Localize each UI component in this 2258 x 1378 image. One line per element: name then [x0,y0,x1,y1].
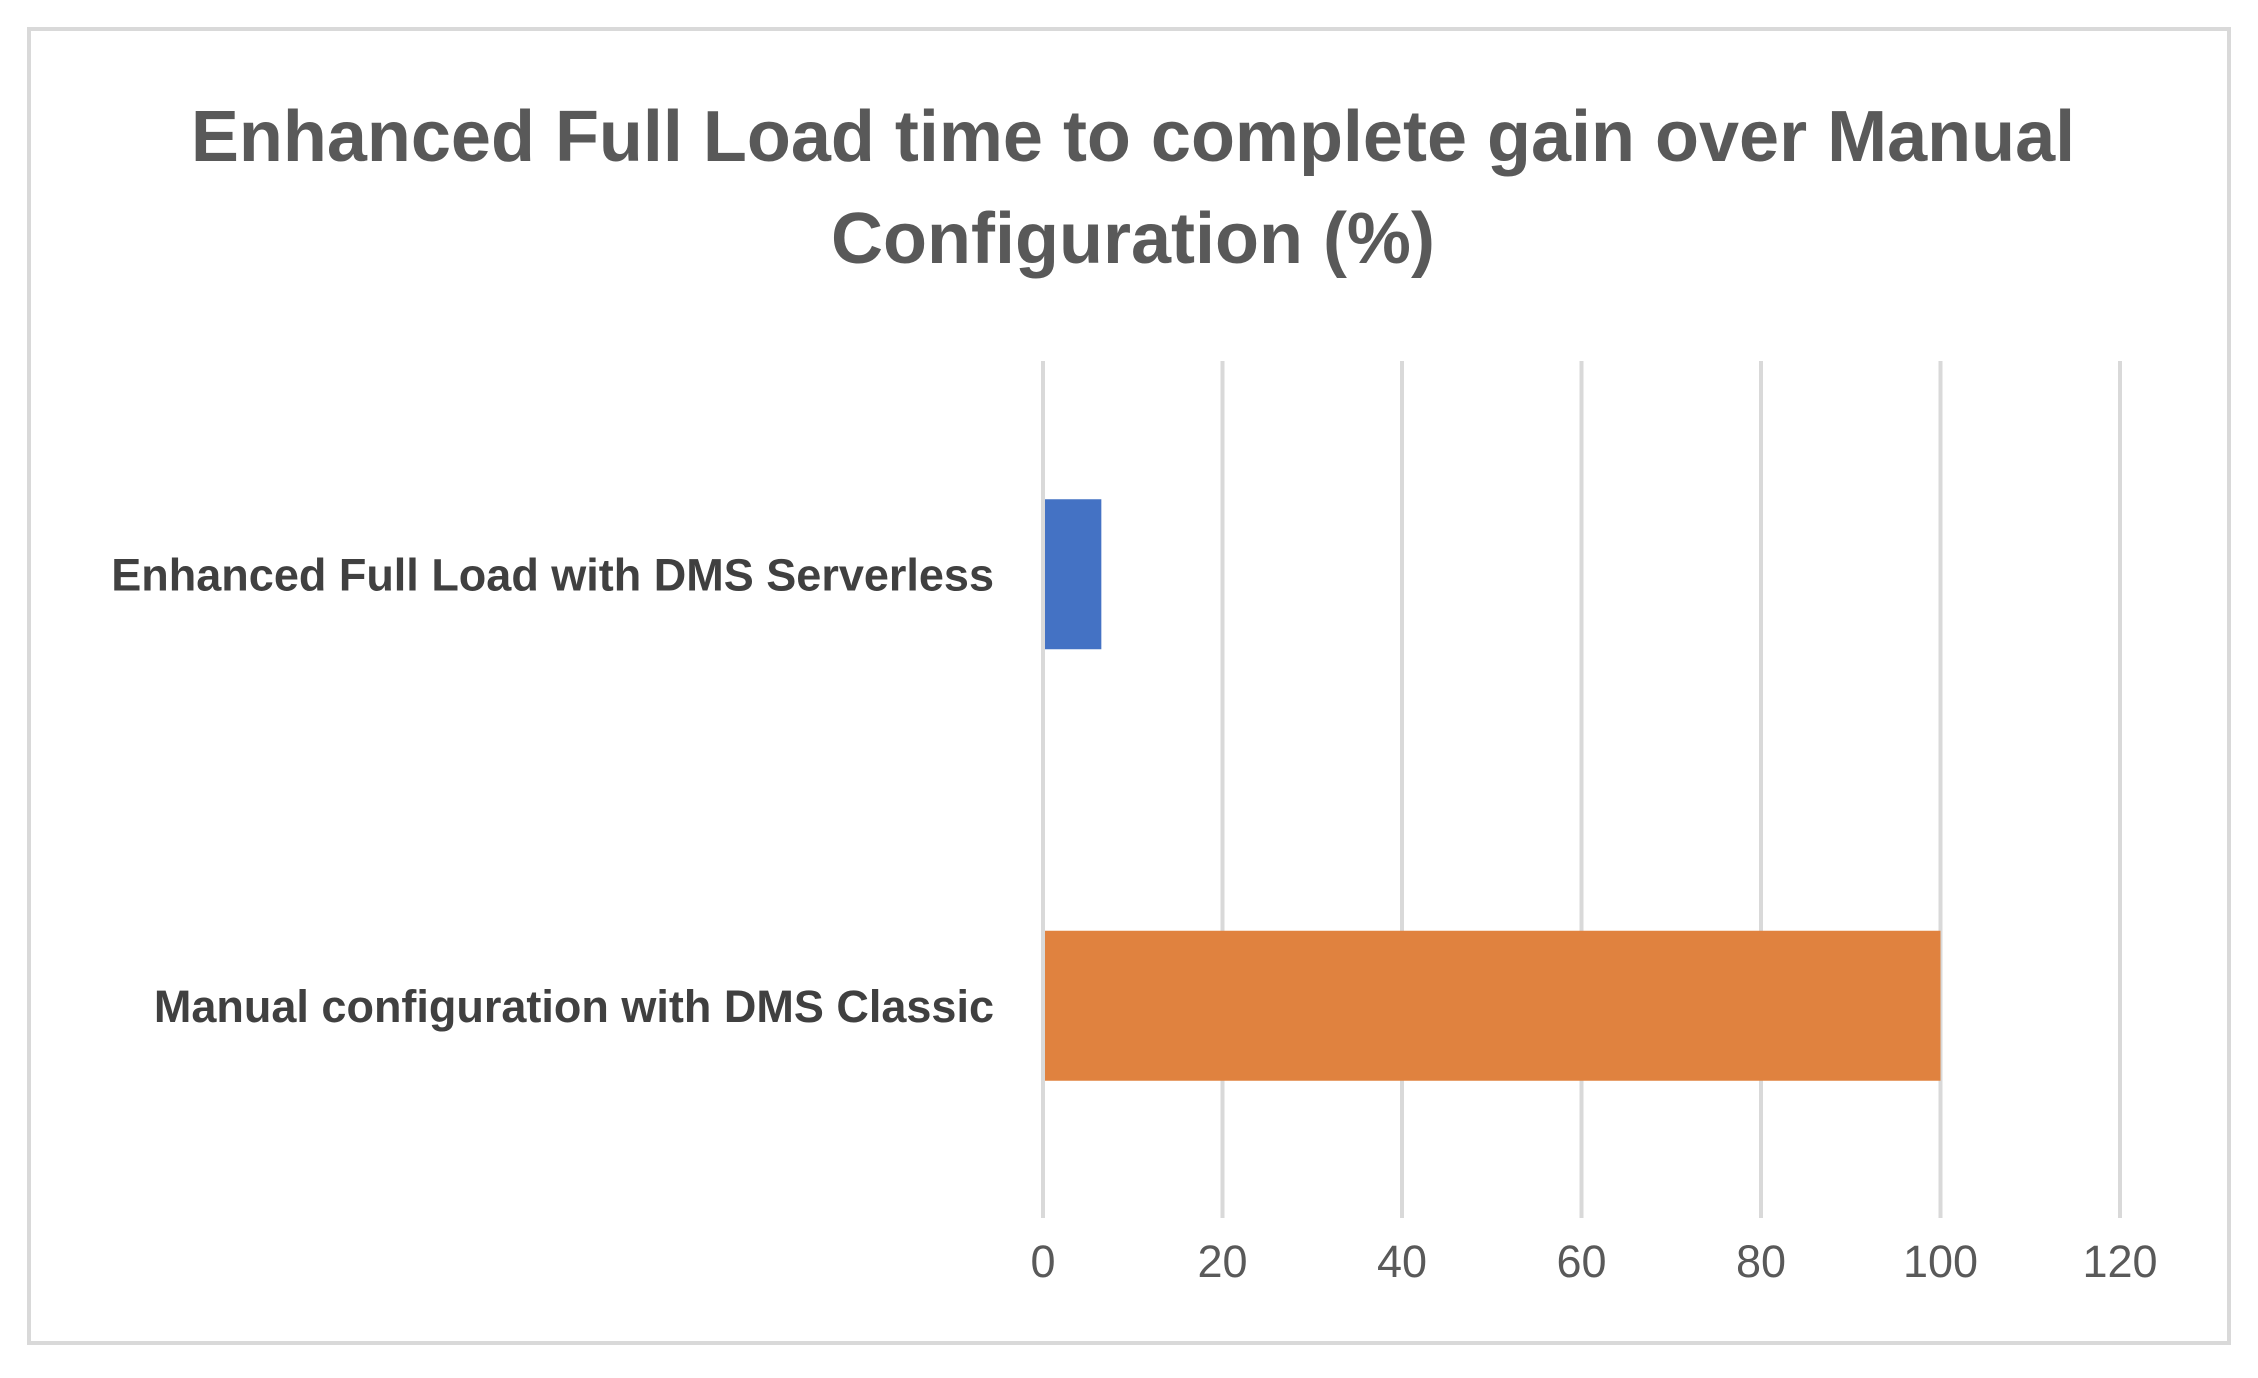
x-tick-label-120: 120 [2082,1236,2157,1287]
chart-title: Enhanced Full Load time to complete gain… [190,97,2076,279]
gridlines [1041,361,2122,1218]
bar-1 [1045,499,1102,650]
x-tick-label-20: 20 [1197,1236,1247,1287]
bars [1045,499,1941,1081]
category-label-2: Manual configuration with DMS Classic [154,981,994,1032]
bar-2 [1045,930,1941,1081]
x-tick-label-60: 60 [1556,1236,1606,1287]
x-tick-label-100: 100 [1903,1236,1978,1287]
category-labels: Enhanced Full Load with DMS Serverless Ma… [111,549,994,1032]
chart-frame: Enhanced Full Load time to complete gain… [27,27,2231,1345]
x-axis-tick-labels: 0 20 40 60 80 100 120 [1030,1236,2157,1287]
category-label-1: Enhanced Full Load with DMS Serverless [111,549,994,600]
x-tick-label-80: 80 [1736,1236,1786,1287]
x-tick-label-0: 0 [1030,1236,1055,1287]
chart-plot-area: Enhanced Full Load with DMS Serverless Ma… [111,361,2158,1287]
x-tick-label-40: 40 [1377,1236,1427,1287]
